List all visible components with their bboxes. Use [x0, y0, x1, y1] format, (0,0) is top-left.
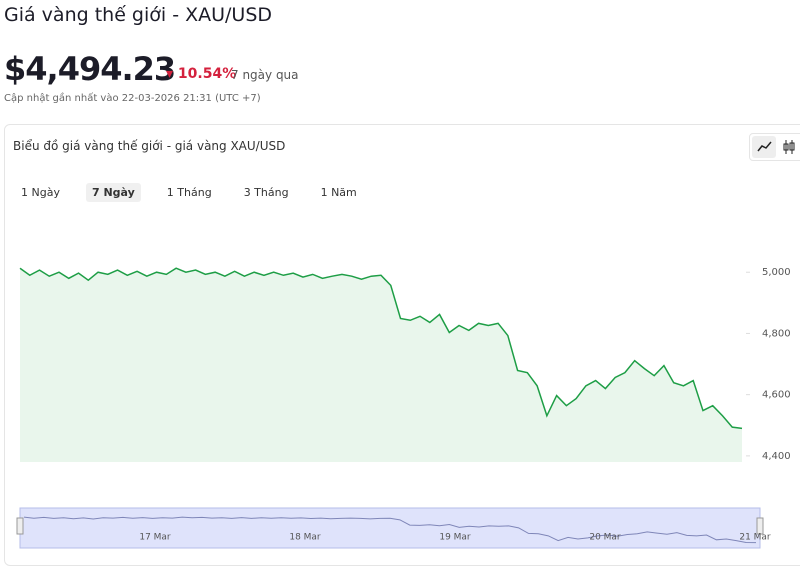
range-tab[interactable]: 7 Ngày: [85, 183, 141, 202]
range-tab[interactable]: 1 Ngày: [21, 186, 60, 199]
navigator-label: 19 Mar: [439, 533, 471, 543]
page-title: Giá vàng thế giới - XAU/USD: [4, 4, 273, 26]
range-tabs: 1 Ngày 7 Ngày 1 Tháng 3 Tháng 1 Năm: [15, 183, 363, 202]
price-line: [19, 267, 743, 430]
updated: Cập nhật gần nhất vào 22-03-2026 21:31 (…: [4, 93, 261, 104]
page: Giá vàng thế giới - XAU/USD $4,494.23 ▾ …: [4, 4, 800, 566]
range-tab[interactable]: 1 Tháng: [166, 186, 212, 199]
y-tick-label: 5,000: [762, 267, 791, 278]
period: 7 ngày qua: [231, 68, 299, 82]
change-value: 10.54%: [177, 66, 237, 82]
navigator-label: 17 Mar: [139, 533, 171, 543]
nav-handle: [16, 517, 24, 535]
card-title: Biểu đồ giá vàng thế giới - giá vàng XAU…: [13, 139, 286, 153]
range-tab[interactable]: 3 Tháng: [243, 186, 289, 199]
nav-handle: [756, 517, 764, 535]
y-tick-label: 4,600: [762, 390, 791, 401]
chart: 4,400 4,600 4,800 5,000 17 Mar 18 Mar 19 Mar 20…: [16, 267, 791, 549]
navigator-label: 18 Mar: [289, 533, 321, 543]
chart-card: Biểu đồ giá vàng thế giới - giá vàng XAU…: [4, 124, 800, 566]
navigator-line: [23, 516, 757, 544]
line-area: [20, 268, 742, 462]
switch-icons: [752, 136, 795, 158]
price: $4,494.23: [4, 50, 176, 88]
navigator-label: 21 Mar: [739, 533, 771, 543]
range-tab[interactable]: 1 Năm: [320, 186, 357, 199]
chart-type-switch[interactable]: [749, 133, 800, 161]
change: ▾ 10.54%: [166, 66, 237, 82]
y-tick-label: 4,400: [762, 451, 791, 462]
navigator: [19, 507, 761, 549]
y-tick-label: 4,800: [762, 328, 791, 339]
navigator-label: 20 Mar: [589, 533, 621, 543]
